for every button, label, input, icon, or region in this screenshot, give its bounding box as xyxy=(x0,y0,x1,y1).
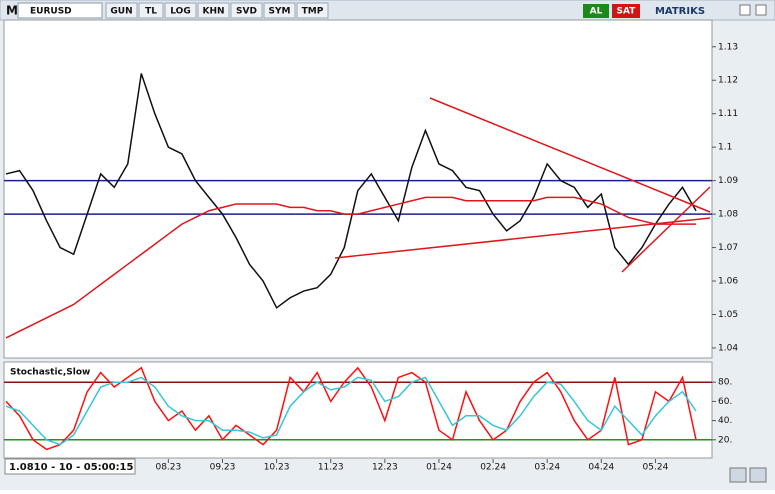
x-tick-label: 01.24 xyxy=(426,463,452,473)
logo: M xyxy=(6,4,18,18)
y-tick-label: 1.06 xyxy=(718,277,738,287)
toolbar-button[interactable] xyxy=(138,2,164,19)
toolbar-button[interactable] xyxy=(263,2,296,19)
x-tick-label: 10.23 xyxy=(264,463,290,473)
x-tick-label: 08.23 xyxy=(155,463,181,473)
toolbar-button-label[interactable]: KHN xyxy=(202,7,224,17)
symbol-box[interactable] xyxy=(17,2,103,19)
trendline xyxy=(621,186,711,273)
toolbar-items: M EURUSD AL SAT MATRIKS GUN TL LOG KHN SVD SY… xyxy=(6,2,767,19)
minimize[interactable] xyxy=(739,4,751,16)
toolbar-button-label[interactable]: SVD xyxy=(236,7,257,17)
series-line xyxy=(5,196,697,339)
toolbar-button[interactable] xyxy=(230,2,263,19)
symbol[interactable]: EURUSD xyxy=(30,7,72,17)
y-tick-label: 1.12 xyxy=(718,76,738,86)
y-tick-label: 1.09 xyxy=(718,176,738,186)
toolbar-button-label[interactable]: SYM xyxy=(269,7,291,17)
sell-label[interactable]: SAT xyxy=(617,7,637,17)
trendline xyxy=(429,97,711,213)
y-tick-label: 1.1 xyxy=(718,143,732,153)
toolbar-button[interactable] xyxy=(164,2,197,19)
panel-title: Stochastic,Slow xyxy=(10,368,90,378)
y-tick-label: 1.05 xyxy=(718,310,738,320)
y-tick-label: 1.13 xyxy=(718,42,738,52)
toolbar-button-label[interactable]: TMP xyxy=(302,7,324,17)
plots: 1.04 1.05 1.06 1.07 1.08 1.09 1.1 1.11 1.12 1.13 0… xyxy=(4,42,738,473)
sell-button[interactable] xyxy=(612,4,640,18)
trendline xyxy=(334,217,711,259)
nav-button[interactable] xyxy=(729,467,747,483)
y-tick-label: 80. xyxy=(718,378,732,388)
x-tick-label: 11.23 xyxy=(318,463,344,473)
buy-button[interactable] xyxy=(583,4,609,18)
y-tick-label: 1.07 xyxy=(718,243,738,253)
y-tick-label: 1.11 xyxy=(718,109,738,119)
close[interactable] xyxy=(755,4,767,16)
x-tick-label: 02.24 xyxy=(480,463,506,473)
y-tick-label: 1.08 xyxy=(718,210,738,220)
trendlines xyxy=(334,97,711,273)
y-tick-label: 60. xyxy=(718,397,732,407)
series-line xyxy=(5,73,697,309)
toolbar-button-label[interactable]: LOG xyxy=(170,7,190,17)
x-tick-label: 05.24 xyxy=(643,463,669,473)
status: 1.0810 - 10 - 05:00:15 xyxy=(9,462,134,473)
y-tick-label: 1.04 xyxy=(718,343,738,353)
toolbar-button[interactable] xyxy=(197,2,230,19)
buy-label[interactable]: AL xyxy=(590,7,603,17)
status-box xyxy=(4,458,136,475)
toolbar-button-label[interactable]: TL xyxy=(145,7,157,17)
toolbar-button[interactable] xyxy=(296,2,329,19)
series-line xyxy=(5,376,697,446)
y-tick-label: 40. xyxy=(718,416,732,426)
toolbar-button-label[interactable]: GUN xyxy=(110,7,132,17)
y-tick-label: 20. xyxy=(718,435,732,445)
nav-button[interactable] xyxy=(749,467,767,483)
brand: MATRIKS xyxy=(655,6,705,17)
x-tick-label: 09.23 xyxy=(210,463,236,473)
price-panel xyxy=(3,19,713,359)
x-tick-label: 04.24 xyxy=(588,463,614,473)
x-tick-label: 12.23 xyxy=(372,463,398,473)
x-tick-label: 03.24 xyxy=(534,463,560,473)
toolbar-button[interactable] xyxy=(105,2,138,19)
